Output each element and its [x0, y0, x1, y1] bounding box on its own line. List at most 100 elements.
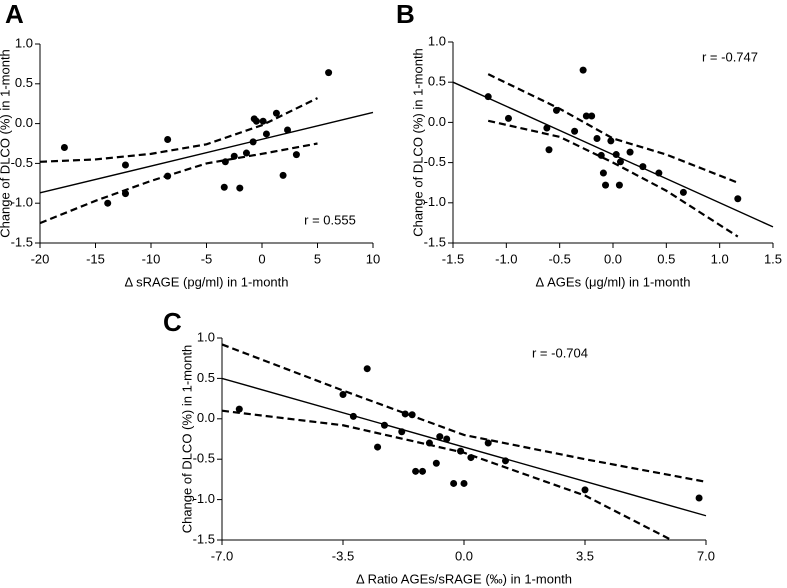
point	[734, 195, 742, 203]
x-tick-label: -3.5	[332, 548, 354, 563]
point	[249, 138, 257, 146]
point	[599, 169, 607, 177]
point	[408, 411, 416, 419]
dashed-line	[39, 142, 318, 225]
point	[374, 443, 382, 451]
point	[230, 152, 238, 160]
point	[252, 117, 260, 125]
point	[655, 169, 663, 177]
x-axis-label: Δ sRAGE (pg/ml) in 1-month	[124, 274, 288, 289]
point	[484, 439, 492, 447]
y-tick-label: 0.0	[428, 114, 446, 129]
y-axis-label: Change of DLCO (%) in 1-month	[0, 49, 12, 238]
point	[272, 109, 280, 117]
point	[164, 172, 172, 180]
panel-label: A	[5, 0, 24, 29]
point	[504, 114, 512, 122]
point	[612, 151, 620, 159]
y-tick-label: -1.0	[11, 195, 33, 210]
point	[262, 130, 270, 138]
x-tick-label: 1.0	[711, 251, 729, 266]
point	[412, 467, 420, 475]
x-tick-label: 7.0	[697, 548, 715, 563]
x-tick-label: -1.0	[495, 251, 517, 266]
x-tick-label: -15	[86, 251, 105, 266]
point	[436, 433, 444, 441]
y-tick-label: 1.0	[15, 35, 33, 50]
solid-line	[221, 377, 707, 517]
point	[443, 435, 451, 443]
panel-label: C	[163, 307, 182, 337]
point	[432, 459, 440, 467]
point	[121, 190, 129, 198]
point	[259, 117, 267, 125]
y-tick-label: -1.5	[424, 234, 446, 249]
x-tick-label: 0.0	[455, 548, 473, 563]
point	[467, 454, 475, 462]
point	[579, 66, 587, 74]
x-tick-label: 3.5	[576, 548, 594, 563]
y-tick-label: -1.5	[193, 531, 215, 546]
dashed-line	[221, 409, 672, 541]
x-tick-label: 0.5	[657, 251, 675, 266]
point	[460, 479, 468, 487]
point	[545, 146, 553, 154]
point	[425, 439, 433, 447]
point	[450, 479, 458, 487]
point	[235, 405, 243, 413]
x-tick-label: 10	[366, 251, 380, 266]
point	[543, 124, 551, 132]
point	[349, 412, 357, 420]
dashed-line	[221, 343, 707, 483]
point	[221, 158, 229, 166]
y-tick-label: 0.5	[197, 370, 215, 385]
point	[398, 428, 406, 436]
dashed-line	[487, 119, 739, 238]
point	[571, 127, 579, 135]
point	[121, 161, 129, 169]
x-tick-label: 0	[258, 251, 265, 266]
x-tick-label: -10	[142, 251, 161, 266]
point	[242, 149, 250, 157]
solid-line	[39, 111, 374, 194]
annotation: r = 0.555	[304, 212, 356, 227]
x-tick-label: 1.5	[764, 251, 782, 266]
x-axis-label: Δ AGEs (μg/ml) in 1-month	[536, 274, 691, 289]
point	[457, 447, 465, 455]
point	[602, 181, 610, 189]
point	[401, 410, 409, 418]
y-tick-label: 1.0	[428, 33, 446, 48]
y-tick-label: -0.5	[424, 154, 446, 169]
point	[582, 112, 590, 120]
x-tick-label: -1.5	[442, 251, 464, 266]
y-tick-label: 0.0	[197, 410, 215, 425]
point	[284, 126, 292, 134]
point	[380, 421, 388, 429]
y-tick-label: 1.0	[197, 329, 215, 344]
point	[501, 457, 509, 465]
y-tick-label: -1.5	[11, 234, 33, 249]
annotation: r = -0.704	[532, 345, 588, 360]
point	[581, 486, 589, 494]
y-axis-label: Change of DLCO (%) in 1-month	[179, 345, 194, 534]
point	[588, 112, 596, 120]
point	[615, 181, 623, 189]
point	[363, 365, 371, 373]
point	[593, 134, 601, 142]
y-tick-label: -0.5	[193, 451, 215, 466]
y-tick-label: -1.0	[424, 194, 446, 209]
point	[339, 391, 347, 399]
x-tick-label: -7.0	[211, 548, 233, 563]
y-axis-label: Change of DLCO (%) in 1-month	[410, 48, 425, 237]
point	[695, 494, 703, 502]
x-tick-label: -5	[201, 251, 213, 266]
point	[292, 151, 300, 159]
point	[597, 151, 605, 159]
point	[626, 148, 634, 156]
point	[552, 106, 560, 114]
point	[164, 136, 172, 144]
y-tick-label: 0.0	[15, 115, 33, 130]
panel-label: B	[396, 0, 415, 29]
y-tick-label: 0.5	[15, 75, 33, 90]
